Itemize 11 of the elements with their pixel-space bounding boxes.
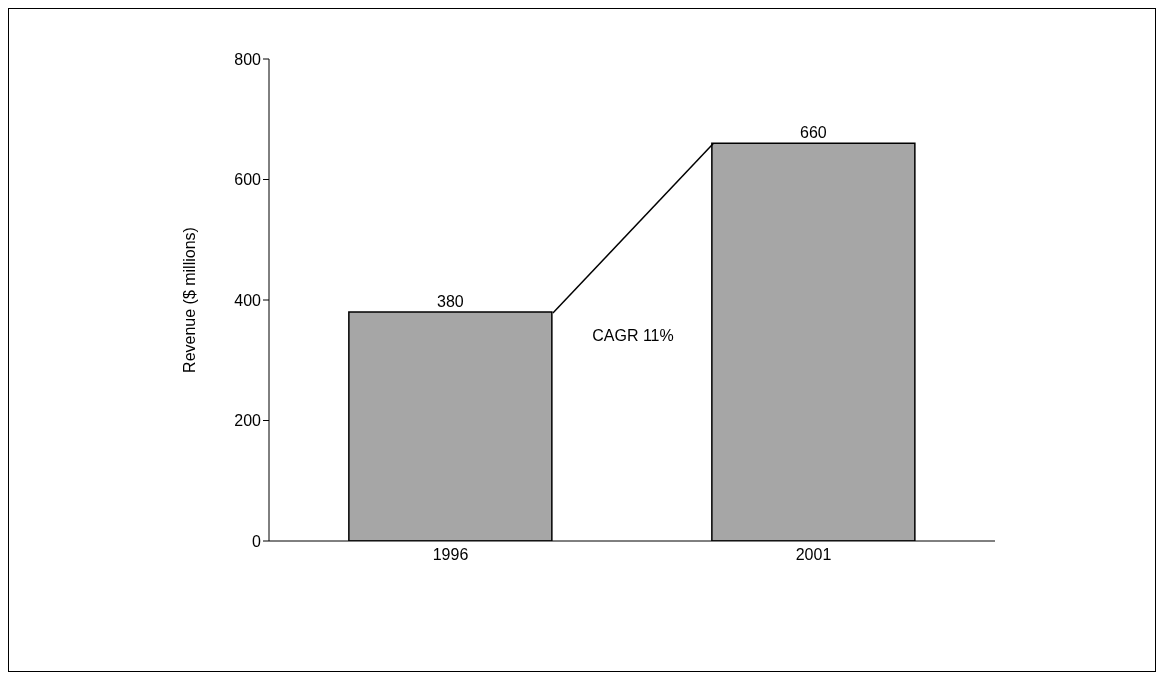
x-tick-label: 1996 (432, 546, 469, 564)
y-tick-label: 800 (234, 50, 262, 68)
y-tick-label: 200 (234, 412, 262, 430)
y-tick-label: 400 (234, 291, 262, 309)
data-label: 660 (800, 124, 827, 142)
y-tick-label: 600 (234, 171, 262, 189)
annotation: CAGR 11% (592, 327, 674, 345)
y-tick-label: 0 (252, 532, 262, 550)
data-label: 380 (437, 293, 464, 311)
y-axis-title: Revenue ($ millions) (180, 227, 198, 373)
x-tick-label: 2001 (795, 546, 832, 564)
